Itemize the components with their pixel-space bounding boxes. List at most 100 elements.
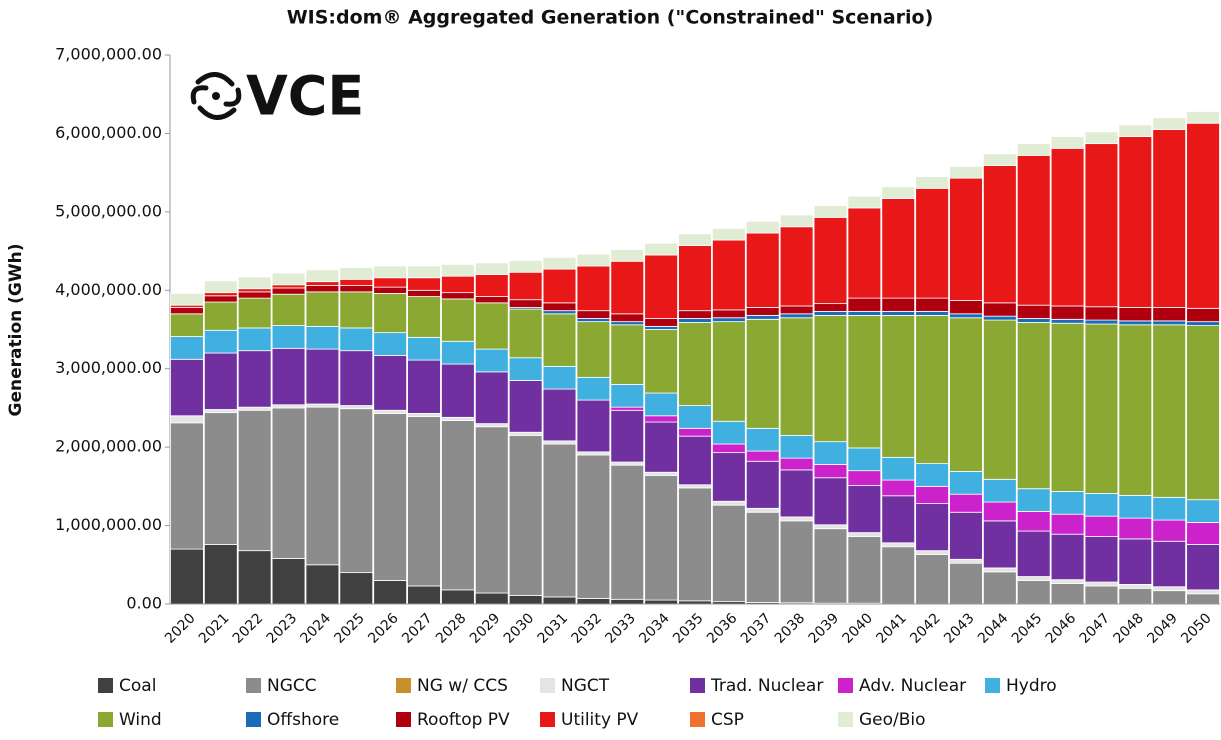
bar-segment [779,469,814,518]
bar-segment [305,285,340,293]
bar-segment [237,288,272,293]
bar-segment [542,440,577,445]
legend-label: Adv. Nuclear [859,676,966,696]
legend-swatch [985,678,1000,693]
bar-segment [441,264,475,277]
bar-segment [271,347,306,406]
bar-segment [644,254,678,319]
bar-segment [1118,307,1153,322]
x-tick-label: 2021 [196,610,233,647]
bar-segment [678,427,712,437]
bar-segment [407,416,441,587]
bar-segment [1186,321,1220,326]
bar-segment [1084,515,1119,537]
x-tick-label: 2035 [670,610,707,647]
x-tick-label: 2030 [501,610,538,647]
swirl [190,85,209,105]
bar-segment [203,280,238,294]
bar-segment [305,281,340,286]
bar-segment [271,287,306,295]
legend-label: Utility PV [561,710,639,730]
bar-segment [644,421,678,473]
bar-segment [949,300,983,315]
x-tick-label: 2037 [738,610,775,647]
bar-segment [305,564,340,605]
bar-segment [237,409,272,552]
bar-segment [1152,590,1187,605]
bar-segment [745,307,780,316]
bar-segment [474,296,509,304]
bar-segment [1016,530,1051,577]
bar-segment [1186,522,1220,545]
bar-segment [779,226,814,307]
bar-segment [1084,131,1119,145]
x-tick-label: 2038 [772,610,809,647]
bar-segment [339,408,374,574]
bar-segment [678,245,712,312]
bar-segment [949,562,983,605]
bar-segment [237,297,272,329]
bar-segment [915,297,949,312]
bar-segment [508,431,543,436]
x-tick-label: 2048 [1110,610,1147,647]
bar-segment [712,227,746,241]
bar-segment [339,278,374,286]
bar-segment [610,260,645,315]
bar-segment [610,249,645,262]
bar-segment [813,311,848,316]
bar-segment [508,380,543,433]
bar-segment [712,309,746,319]
bar-segment [305,403,340,408]
bar-segment [1152,519,1187,542]
bar-segment [271,293,306,326]
bar-segment [407,277,441,291]
bar-segment [339,572,374,605]
x-tick-label: 2029 [467,610,504,647]
bar-segment [237,406,272,411]
bar-segment [847,195,882,209]
bar-segment [407,359,441,414]
bar-segment [847,536,882,604]
bar-segment [407,296,441,338]
bar-segment [1016,576,1051,581]
bar-segment [170,307,204,315]
bar-segment [712,420,746,445]
bar-segment [915,554,949,605]
bar-segment [712,317,746,323]
bar-segment [441,589,475,605]
bar-segment [576,310,611,319]
y-tick-label: 5,000,000.00 [55,201,162,220]
bar-segment [1186,325,1220,501]
bar-segment [813,463,848,479]
legend-swatch [246,712,261,727]
bar-segment [1118,583,1153,589]
bar-segment [779,317,814,436]
bar-segment [678,484,712,489]
bar-segment [678,487,712,602]
bar-segment [745,511,780,603]
y-tick-label: 7,000,000.00 [55,45,162,64]
bar-segment [1084,306,1119,321]
bar-segment [813,477,848,526]
bar-segment [610,324,645,385]
bar-segment [1050,491,1085,515]
bar-segment [271,558,306,605]
bar-segment [813,441,848,465]
chart-title: WIS:dom® Aggregated Generation ("Constra… [287,7,934,29]
bar-segment [644,242,678,256]
bar-segment [305,348,340,405]
bar-segment [508,308,543,359]
bar-segment [712,452,746,502]
bar-segment [915,503,949,552]
bar-segment [1118,324,1153,496]
bar-segment [339,350,374,406]
bar-segment [745,460,780,509]
legend-swatch [838,678,853,693]
bar-segment [1152,324,1187,498]
x-tick-label: 2047 [1077,610,1114,647]
bar-segment [1152,117,1187,130]
logo: VCE [246,65,364,128]
bar-segment [745,427,780,452]
bar-segment [1050,533,1085,581]
bar-segment [271,272,306,286]
